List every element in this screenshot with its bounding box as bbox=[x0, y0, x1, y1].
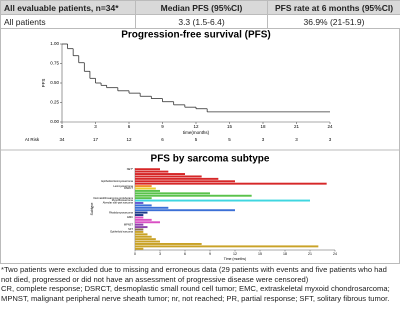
bar bbox=[135, 170, 169, 173]
y-tick-label: Epithelioid sarcoma bbox=[110, 230, 133, 234]
at-risk-value: 5 bbox=[228, 137, 231, 142]
y-axis-label: Subtype bbox=[90, 203, 94, 216]
y-tick-label: EMC bbox=[127, 215, 133, 219]
bar bbox=[135, 177, 219, 180]
bar bbox=[135, 168, 160, 171]
header-cell: PFS rate at 6 months (95%CI) bbox=[267, 0, 400, 15]
x-tick-label: 12 bbox=[193, 124, 199, 129]
y-tick-label: Myxofibrosarcoma bbox=[112, 198, 134, 202]
cell: All patients bbox=[0, 14, 136, 29]
header-cell: Median PFS (95%CI) bbox=[135, 0, 268, 15]
at-risk-value: 5 bbox=[195, 137, 198, 142]
chart-title: Progression-free survival (PFS) bbox=[121, 30, 271, 41]
bar bbox=[135, 221, 160, 224]
bar bbox=[135, 247, 144, 250]
y-tick-label: Alveolar soft-part sarcoma bbox=[103, 201, 134, 205]
bar bbox=[135, 192, 210, 195]
at-risk-value: 34 bbox=[59, 137, 65, 142]
y-tick-label: 0.75 bbox=[50, 61, 59, 66]
y-tick-label: 0.25 bbox=[50, 100, 59, 105]
bar bbox=[135, 185, 152, 188]
bar bbox=[135, 218, 152, 221]
at-risk-value: 3 bbox=[329, 137, 332, 142]
bar bbox=[135, 211, 148, 214]
y-tick-label: Epithelioid leiomyosarcoma bbox=[101, 179, 133, 183]
y-tick-label: 0.50 bbox=[50, 80, 59, 85]
x-axis-label: Time (months) bbox=[224, 257, 246, 261]
bar bbox=[135, 194, 252, 197]
bar bbox=[135, 197, 152, 200]
bar bbox=[135, 240, 160, 243]
y-tick-label: DSRCT bbox=[124, 186, 133, 190]
chart-title: PFS by sarcoma subtype bbox=[151, 154, 270, 165]
y-axis-label: PFS bbox=[41, 79, 46, 88]
bar bbox=[135, 216, 144, 219]
x-tick-label: 9 bbox=[209, 252, 211, 256]
y-tick-label: 1.00 bbox=[50, 41, 59, 46]
x-tick-label: 24 bbox=[333, 252, 337, 256]
bar bbox=[135, 199, 310, 202]
bar bbox=[135, 235, 152, 238]
table-row: All patients 3.3 (1.5-6.4) 36.9% (21-51.… bbox=[0, 14, 400, 29]
bar bbox=[135, 228, 144, 231]
bar bbox=[135, 243, 202, 245]
footnote-line: CR, complete response; DSRCT, desmoplast… bbox=[1, 284, 390, 303]
x-tick-label: 0 bbox=[134, 252, 136, 256]
at-risk-value: 3 bbox=[262, 137, 265, 142]
x-tick-label: 3 bbox=[159, 252, 161, 256]
summary-table: All evaluable patients, n=34* Median PFS… bbox=[0, 0, 400, 29]
y-tick-label: Leiomyosarcoma bbox=[113, 184, 133, 188]
y-tick-label: MPNST bbox=[124, 222, 133, 226]
x-tick-label: 15 bbox=[227, 124, 233, 129]
bar bbox=[135, 180, 235, 183]
bar bbox=[135, 202, 144, 204]
x-tick-label: 21 bbox=[294, 124, 300, 129]
x-tick-label: 21 bbox=[308, 252, 312, 256]
y-tick-label: Dermatofibrosarcoma protuberans bbox=[93, 196, 133, 200]
x-tick-label: 15 bbox=[258, 252, 262, 256]
bar bbox=[135, 209, 235, 212]
at-risk-label: At Risk bbox=[25, 137, 40, 142]
x-tick-label: 18 bbox=[260, 124, 266, 129]
x-axis-label: time(months) bbox=[183, 130, 210, 135]
cell: 3.3 (1.5-6.4) bbox=[135, 14, 268, 29]
at-risk-value: 3 bbox=[295, 137, 298, 142]
bar bbox=[135, 173, 185, 175]
x-tick-label: 18 bbox=[283, 252, 287, 256]
y-tick-label: Rhabdomyosarcoma bbox=[109, 210, 133, 214]
y-tick-label: SFT bbox=[128, 227, 133, 231]
at-risk-value: 12 bbox=[126, 137, 132, 142]
y-tick-label: NET* bbox=[127, 167, 133, 171]
bar bbox=[135, 187, 156, 190]
y-tick-label: 0.00 bbox=[50, 119, 59, 124]
header-cell: All evaluable patients, n=34* bbox=[0, 0, 136, 15]
bar bbox=[135, 230, 144, 233]
at-risk-value: 17 bbox=[93, 137, 99, 142]
bar bbox=[135, 238, 156, 241]
x-tick-label: 24 bbox=[327, 124, 333, 129]
charts: Progression-free survival (PFS) 0.00 0.25 0… bbox=[0, 28, 400, 264]
bar bbox=[135, 206, 169, 209]
x-tick-label: 6 bbox=[184, 252, 186, 256]
x-tick-label: 6 bbox=[128, 124, 131, 129]
x-tick-label: 0 bbox=[61, 124, 64, 129]
at-risk-value: 6 bbox=[161, 137, 164, 142]
bar bbox=[135, 175, 202, 178]
cell: 36.9% (21-51.9) bbox=[267, 14, 400, 29]
x-tick-label: 9 bbox=[161, 124, 164, 129]
bar bbox=[135, 226, 148, 229]
bar bbox=[135, 223, 144, 226]
bar bbox=[135, 182, 327, 185]
bar bbox=[135, 189, 160, 192]
bar bbox=[135, 204, 152, 207]
footnote-line: *Two patients were excluded due to missi… bbox=[1, 265, 387, 284]
bar bbox=[135, 214, 144, 216]
x-tick-label: 12 bbox=[233, 252, 237, 256]
x-tick-label: 3 bbox=[94, 124, 97, 129]
footnote: *Two patients were excluded due to missi… bbox=[1, 265, 399, 303]
bar bbox=[135, 233, 148, 236]
bar bbox=[135, 245, 319, 248]
header-row: All evaluable patients, n=34* Median PFS… bbox=[0, 0, 400, 15]
